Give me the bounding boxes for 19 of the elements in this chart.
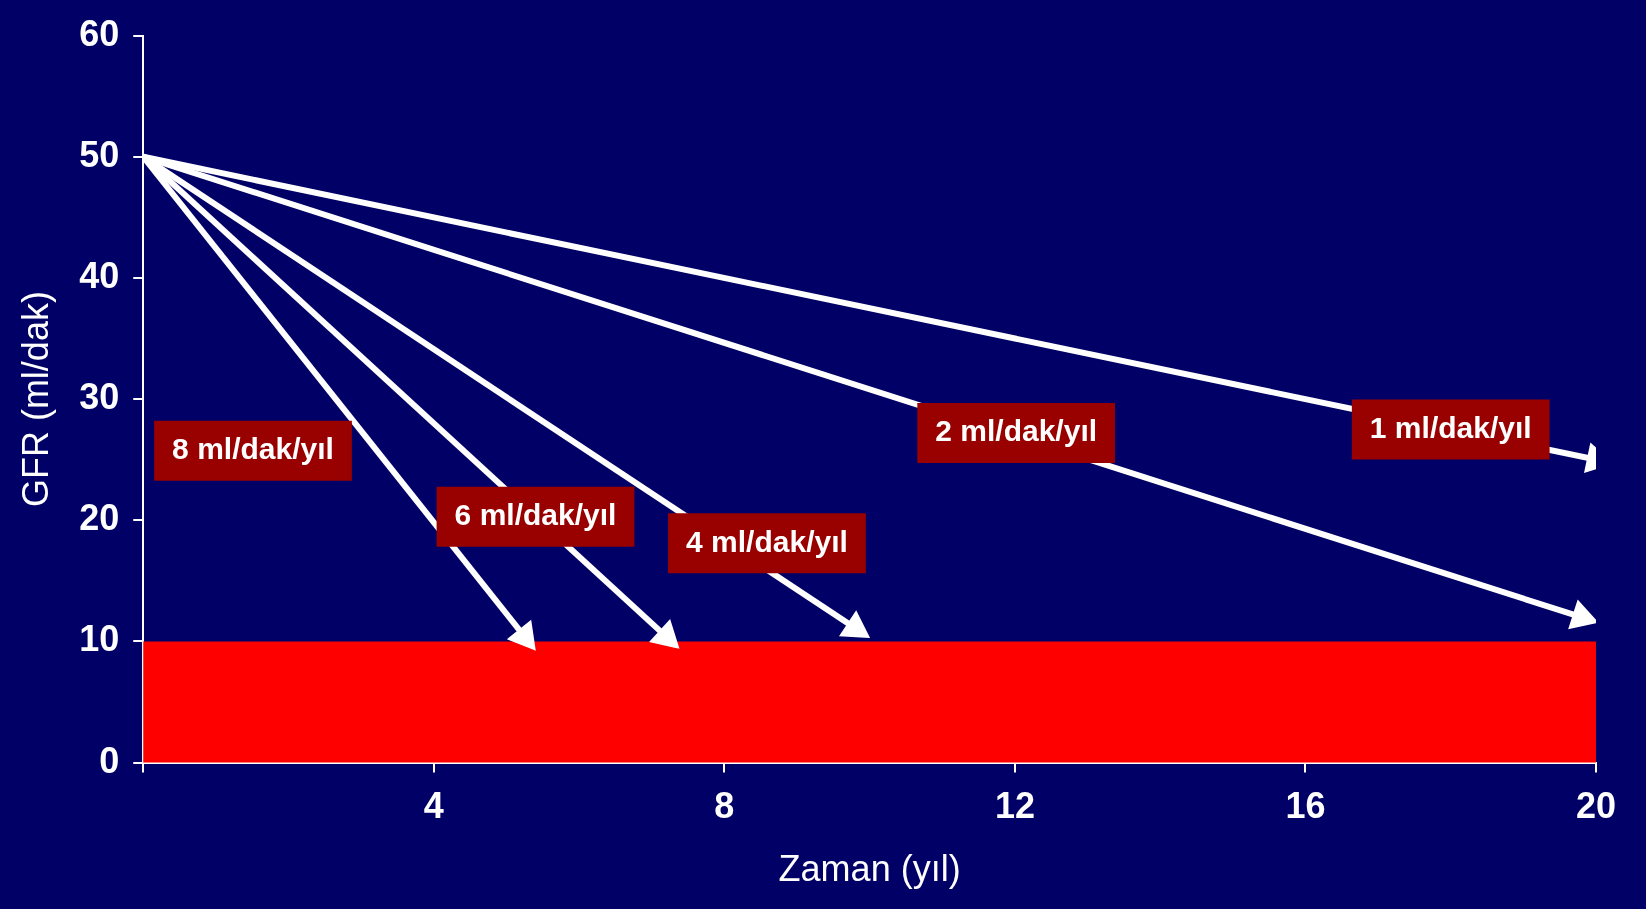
y-tick-label: 40 <box>79 254 120 296</box>
series-label: 8 ml/dak/yıl <box>172 431 334 465</box>
series-label: 2 ml/dak/yıl <box>935 414 1098 448</box>
y-tick-label: 10 <box>79 618 120 660</box>
y-tick-label: 60 <box>79 12 120 54</box>
y-tick-label: 30 <box>79 376 120 418</box>
x-tick-label: 12 <box>994 785 1035 827</box>
x-tick-label: 4 <box>423 785 444 827</box>
x-tick-label: 20 <box>1575 785 1617 827</box>
x-axis-title: Zaman (yıl) <box>778 848 961 890</box>
series-label: 6 ml/dak/yıl <box>454 497 617 531</box>
y-tick-label: 50 <box>79 133 120 175</box>
x-tick-label: 8 <box>714 785 735 827</box>
x-tick-label: 16 <box>1285 785 1326 827</box>
series-label: 4 ml/dak/yıl <box>686 524 848 558</box>
series-label: 1 ml/dak/yıl <box>1369 410 1532 444</box>
y-tick-label: 20 <box>79 497 120 539</box>
y-tick-label: 0 <box>99 739 120 781</box>
y-axis-title: GFR (ml/dak) <box>14 291 56 508</box>
